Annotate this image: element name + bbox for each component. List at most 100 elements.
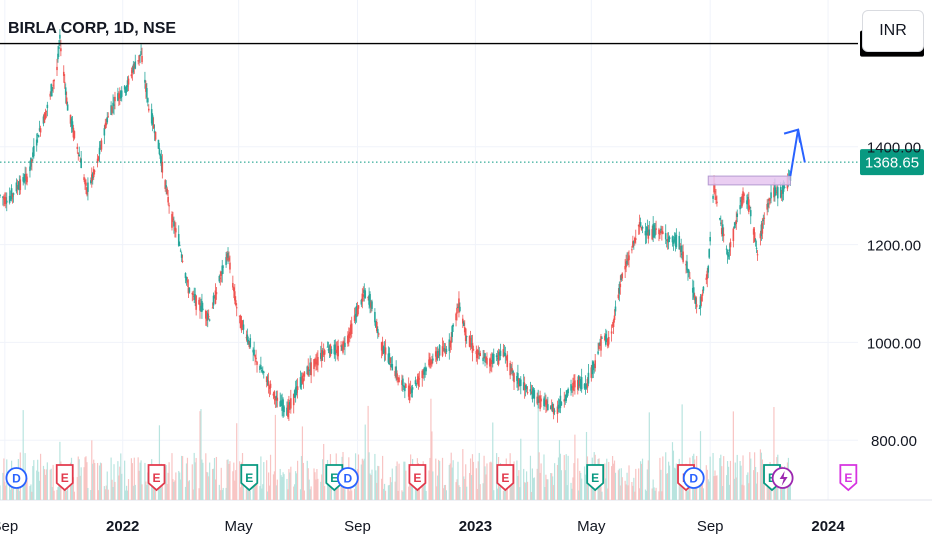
candle: [701, 289, 704, 302]
volume-bar: [517, 475, 519, 500]
candle: [706, 267, 709, 288]
candle-body: [631, 249, 633, 251]
candle: [344, 335, 346, 356]
candle-body: [722, 233, 725, 237]
candle-body: [560, 402, 563, 406]
candle-body: [66, 104, 69, 111]
earnings-marker[interactable]: E: [325, 464, 344, 492]
volume-bar: [343, 477, 345, 500]
dividend-marker[interactable]: D: [336, 467, 359, 489]
volume-bar: [415, 484, 418, 500]
candle: [463, 320, 466, 336]
candle-body: [175, 228, 177, 233]
candle-body: [660, 228, 662, 231]
candle: [233, 286, 235, 299]
earnings-marker[interactable]: E: [55, 464, 74, 492]
candle: [637, 224, 640, 235]
candle: [728, 243, 731, 260]
volume-bar: [740, 465, 742, 500]
volume-bar: [524, 482, 526, 500]
volume-bar: [456, 479, 458, 500]
candle-body: [450, 336, 453, 343]
candle-body: [326, 346, 329, 348]
candle: [410, 385, 413, 398]
volume-bar: [296, 460, 299, 500]
volume-bar: [85, 456, 87, 500]
candle-body: [610, 331, 613, 334]
candle-body: [437, 352, 440, 356]
volume-bar: [680, 483, 682, 500]
dividend-marker[interactable]: D: [5, 467, 28, 489]
candle: [628, 250, 630, 268]
candle: [348, 327, 350, 347]
candle: [126, 76, 129, 92]
volume-bar: [266, 460, 268, 500]
volume-bar: [167, 472, 169, 500]
candle-body: [36, 134, 39, 136]
volume-bar: [581, 478, 583, 500]
candle-body: [249, 338, 252, 348]
candle: [198, 297, 200, 305]
candle-body: [119, 91, 122, 99]
volume-bar: [104, 489, 106, 500]
candle-body: [159, 154, 162, 159]
earnings-marker[interactable]: E: [839, 464, 858, 492]
earnings-marker[interactable]: E: [240, 464, 259, 492]
earnings-marker[interactable]: E: [496, 464, 515, 492]
candle: [458, 291, 460, 318]
candle-body: [438, 345, 441, 356]
volume-bar: [313, 468, 315, 500]
volume-bar: [296, 473, 298, 500]
candle-body: [173, 221, 175, 227]
volume-bar: [391, 468, 393, 500]
earnings-marker[interactable]: E: [147, 464, 166, 492]
candle: [152, 117, 155, 130]
candle-body: [728, 249, 731, 252]
candle-body: [505, 356, 508, 358]
volume-bar: [714, 470, 716, 500]
candle: [546, 398, 548, 412]
candle-body: [50, 84, 53, 97]
candle-body: [112, 102, 114, 106]
candle-body: [432, 358, 434, 361]
volume-bar: [761, 459, 763, 500]
candle-body: [503, 352, 506, 357]
candle: [580, 368, 583, 393]
volume-bar: [645, 490, 647, 500]
candle-body: [261, 369, 263, 372]
dividend-marker[interactable]: D: [682, 467, 705, 489]
candle-body: [241, 320, 244, 328]
candle: [640, 226, 643, 231]
candle-body: [788, 174, 791, 177]
volume-bar: [57, 487, 59, 500]
candle-body: [44, 112, 47, 119]
candle-body: [286, 407, 288, 416]
candle-body: [5, 200, 8, 203]
volume-bar: [371, 469, 373, 500]
candle: [201, 293, 203, 319]
split-marker[interactable]: [771, 467, 794, 489]
candle: [173, 216, 175, 234]
volume-bar: [90, 490, 92, 500]
volume-bar: [477, 461, 479, 500]
candle-body: [288, 402, 290, 413]
candle: [625, 254, 627, 273]
candle: [66, 101, 69, 111]
volume-bar: [259, 486, 261, 500]
candle: [192, 290, 195, 301]
volume-bar: [76, 477, 78, 500]
earnings-marker[interactable]: E: [408, 464, 427, 492]
candle: [281, 393, 283, 417]
earnings-marker[interactable]: E: [586, 464, 605, 492]
currency-button[interactable]: INR: [862, 10, 924, 52]
candle-body: [4, 197, 7, 204]
candle-body: [180, 254, 183, 258]
candle-body: [465, 336, 468, 338]
candle-body: [652, 224, 654, 238]
candle-body: [119, 93, 121, 99]
candle: [414, 376, 417, 387]
candle: [540, 395, 542, 408]
candle: [503, 344, 506, 357]
